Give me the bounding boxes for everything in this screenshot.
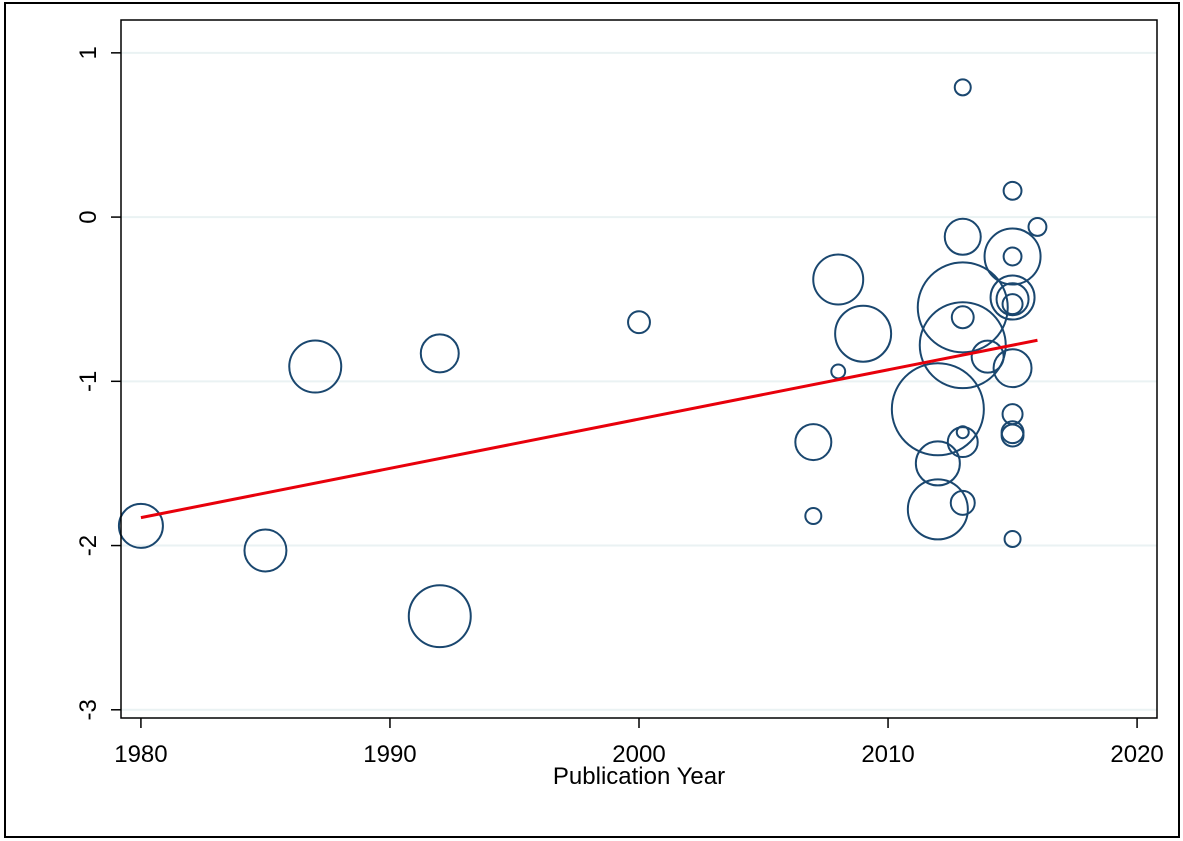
bubble bbox=[946, 426, 979, 459]
bubble bbox=[1002, 180, 1023, 201]
y-tick-label: -2 bbox=[75, 535, 102, 556]
bubble bbox=[1027, 216, 1048, 237]
y-tick-label: -1 bbox=[75, 371, 102, 392]
bubble bbox=[243, 528, 288, 573]
bubble bbox=[943, 217, 982, 256]
outer-frame bbox=[4, 2, 1180, 838]
bubble bbox=[804, 506, 823, 525]
bubble bbox=[1001, 293, 1024, 316]
bubble bbox=[992, 348, 1033, 389]
x-tick-label: 1990 bbox=[363, 741, 416, 768]
bubble bbox=[983, 227, 1042, 286]
bubble bbox=[117, 502, 164, 549]
bubble bbox=[890, 362, 985, 457]
fit-line bbox=[140, 338, 1038, 520]
y-tick-label: 0 bbox=[75, 210, 102, 223]
bubble bbox=[950, 305, 975, 330]
bubble bbox=[627, 310, 651, 335]
bubble bbox=[916, 261, 1009, 354]
bubble bbox=[288, 339, 343, 394]
bubble bbox=[1002, 246, 1023, 267]
bubble bbox=[407, 584, 472, 649]
bubble bbox=[995, 282, 1030, 317]
x-axis-title: Publication Year bbox=[553, 763, 725, 790]
plot-marks bbox=[117, 78, 1048, 649]
bubble bbox=[914, 440, 961, 487]
x-tick-label: 1980 bbox=[114, 741, 167, 768]
y-tick-label: 1 bbox=[75, 46, 102, 59]
x-tick-label: 2000 bbox=[612, 741, 665, 768]
x-tick-label: 2010 bbox=[861, 741, 914, 768]
bubble bbox=[906, 478, 969, 541]
bubble bbox=[1000, 423, 1025, 448]
bubble bbox=[834, 304, 893, 363]
bubble bbox=[419, 333, 460, 374]
bubble bbox=[794, 423, 833, 462]
bubble bbox=[989, 274, 1036, 321]
bubble bbox=[949, 489, 976, 516]
y-tick-label: -3 bbox=[75, 699, 102, 720]
bubble bbox=[970, 339, 1005, 374]
x-tick-label: 2020 bbox=[1110, 741, 1163, 768]
bubble bbox=[953, 78, 972, 97]
bubble bbox=[812, 253, 865, 306]
bubble bbox=[1003, 529, 1022, 548]
